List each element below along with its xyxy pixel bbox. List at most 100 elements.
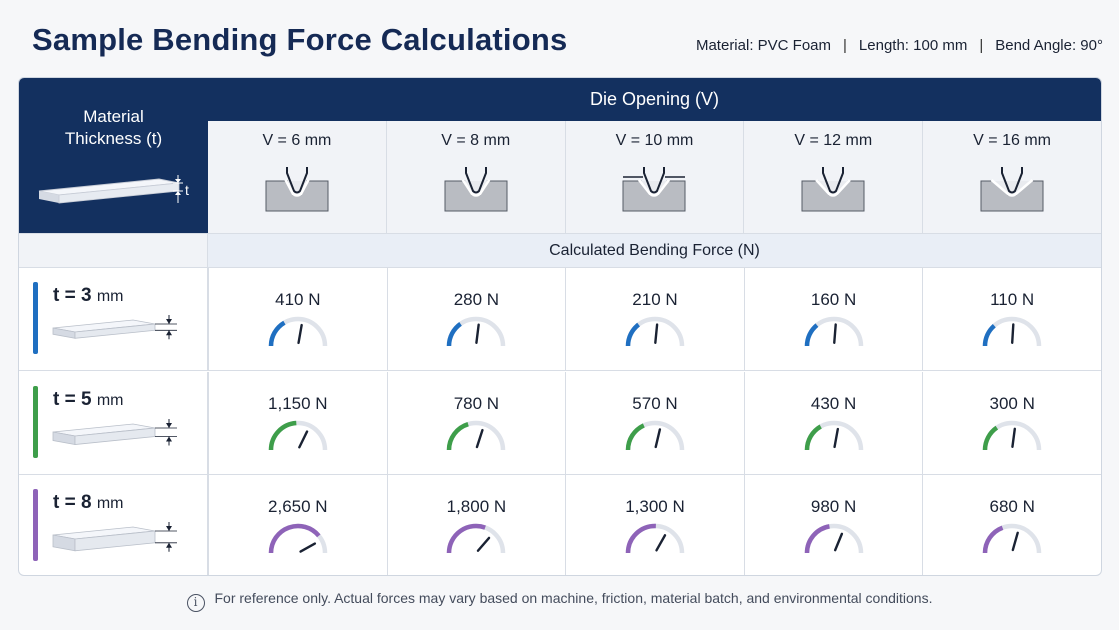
row-color-bar — [33, 282, 38, 354]
gauge-icon — [982, 420, 1042, 451]
thickness-symbol: t — [185, 182, 189, 198]
die-opening-label: V = 8 mm — [441, 132, 511, 149]
force-row: t = 8 mm 2,650 N 1,800 N 1,300 N 980 N 680 N — [19, 475, 1101, 575]
die-opening-cell: V = 8 mm — [385, 121, 565, 233]
thickness-header-line2: Thickness (t) — [64, 129, 163, 148]
die-opening-row: V = 6 mm V = 8 mm V = 10 mm V = 12 mm V = 16… — [208, 121, 1101, 233]
v-die-icon — [444, 167, 508, 212]
thickness-unit: mm — [96, 288, 124, 305]
force-value: 570 N — [632, 394, 678, 413]
force-value: 2,650 N — [268, 497, 328, 516]
force-cell: 160 N — [743, 268, 923, 370]
die-opening-cell: V = 12 mm — [743, 121, 922, 233]
force-value: 410 N — [275, 290, 321, 309]
thickness-label: t = 3 mm — [53, 285, 124, 307]
force-cell: 430 N — [743, 372, 923, 474]
force-row: t = 5 mm 1,150 N 780 N 570 N 430 N 300 N — [19, 372, 1101, 475]
gauge-icon — [625, 420, 685, 451]
gauge-icon — [447, 523, 506, 554]
die-opening-cell: V = 6 mm — [208, 121, 386, 233]
thickness-label-cell: t = 3 mm — [19, 268, 208, 370]
die-opening-cell: V = 16 mm — [922, 121, 1101, 233]
gauge-icon — [268, 420, 328, 451]
force-value: 1,150 N — [268, 394, 328, 413]
plate-icon — [52, 419, 177, 446]
calc-band-label: Calculated Bending Force (N) — [208, 234, 1101, 267]
force-value: 430 N — [810, 394, 857, 413]
force-cell: 570 N — [565, 372, 744, 474]
force-value: 280 N — [453, 290, 500, 309]
die-opening-cell: V = 10 mm — [564, 121, 744, 233]
force-cell: 1,800 N — [386, 475, 566, 575]
thickness-value: t = 8 — [53, 492, 92, 513]
calc-band-spacer — [19, 234, 208, 267]
meta-angle: Bend Angle: 90° — [995, 37, 1103, 54]
v-die-icon — [801, 167, 865, 212]
thickness-label-cell: t = 8 mm — [19, 475, 208, 575]
thickness-unit: mm — [96, 495, 124, 512]
force-value: 210 N — [632, 290, 678, 309]
thickness-label-cell: t = 5 mm — [19, 372, 208, 474]
force-cell: 1,150 N — [208, 372, 387, 474]
force-cell: 110 N — [922, 268, 1101, 370]
force-value: 680 N — [989, 497, 1035, 516]
calc-band: Calculated Bending Force (N) — [19, 233, 1101, 268]
gauge-icon — [268, 316, 328, 347]
info-icon: i — [186, 594, 205, 612]
thickness-unit: mm — [96, 392, 124, 409]
force-cell: 300 N — [922, 372, 1101, 474]
v-die-icon — [980, 167, 1044, 212]
gauge-icon — [982, 523, 1042, 554]
force-value: 300 N — [989, 394, 1035, 413]
plate-icon — [52, 522, 177, 552]
row-color-bar — [33, 386, 38, 458]
die-opening-label: V = 6 mm — [262, 132, 332, 149]
force-value: 160 N — [810, 290, 857, 309]
meta-separator: | — [843, 37, 847, 54]
force-cell: 2,650 N — [208, 475, 387, 575]
plate-icon: t — [38, 175, 189, 204]
force-cell: 210 N — [565, 268, 744, 370]
force-cell: 680 N — [922, 475, 1101, 575]
force-value: 780 N — [453, 394, 500, 413]
meta-length: Length: 100 mm — [858, 37, 968, 54]
thickness-header-line1: Material — [83, 107, 144, 126]
thickness-value: t = 5 — [53, 389, 92, 410]
plate-icon — [52, 315, 177, 340]
die-opening-label: V = 12 mm — [794, 132, 873, 149]
force-value: 1,800 N — [446, 497, 507, 516]
force-cell: 1,300 N — [565, 475, 744, 575]
v-die-icon — [622, 167, 686, 212]
force-row: t = 3 mm 410 N 280 N 210 N 160 N 110 N — [19, 268, 1101, 371]
gauge-icon — [447, 316, 506, 347]
thickness-header-label: Material Thickness (t) — [19, 106, 208, 150]
meta-info: Material: PVC Foam | Length: 100 mm | Be… — [696, 37, 1103, 54]
thickness-value: t = 3 — [53, 285, 92, 306]
force-cell: 410 N — [208, 268, 387, 370]
gauge-icon — [447, 420, 506, 451]
meta-separator: | — [979, 37, 984, 54]
force-table: Material Thickness (t) t Die Opening (V)… — [18, 77, 1102, 576]
gauge-icon — [625, 523, 685, 554]
gauge-icon — [625, 316, 685, 347]
v-die-icon — [265, 167, 329, 212]
force-value: 1,300 N — [625, 497, 685, 516]
gauge-icon — [268, 523, 328, 554]
force-value: 110 N — [990, 290, 1035, 309]
thickness-label: t = 8 mm — [53, 492, 124, 514]
die-opening-header: Die Opening (V) — [208, 78, 1101, 121]
page-title: Sample Bending Force Calculations — [32, 22, 568, 57]
gauge-icon — [804, 420, 863, 451]
footnote: i For reference only. Actual forces may v… — [0, 590, 1119, 612]
force-cell: 280 N — [386, 268, 566, 370]
gauge-icon — [982, 316, 1042, 347]
die-opening-label: V = 10 mm — [615, 132, 694, 149]
row-color-bar — [33, 489, 38, 561]
thickness-header: Material Thickness (t) t — [19, 78, 208, 233]
gauge-icon — [804, 523, 863, 554]
die-opening-label: V = 16 mm — [973, 132, 1051, 149]
gauge-icon — [804, 316, 863, 347]
footnote-text: For reference only. Actual forces may va… — [214, 590, 933, 606]
force-cell: 980 N — [743, 475, 923, 575]
meta-material: Material: PVC Foam — [695, 37, 832, 54]
